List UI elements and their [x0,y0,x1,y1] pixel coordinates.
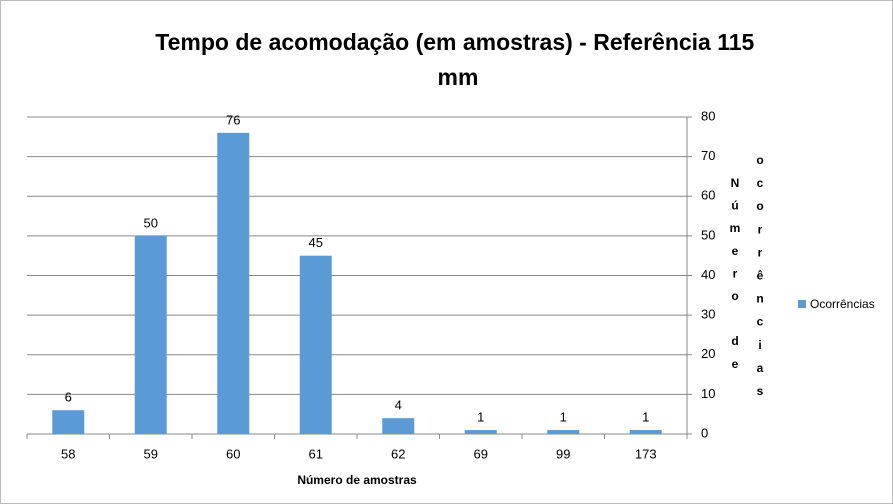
data-label: 1 [477,409,484,424]
legend-label: Ocorrências [810,297,875,311]
y-tick-label: 70 [701,148,715,163]
x-tick-label: 62 [391,446,405,461]
bar [217,132,250,434]
y-tick-label: 60 [701,188,715,203]
data-label: 45 [309,235,323,250]
bar [382,418,415,434]
x-tick-label: 60 [226,446,240,461]
y-tick-label: 30 [701,307,715,322]
y-tick-label: 40 [701,267,715,282]
y-tick-label: 20 [701,346,715,361]
data-label: 4 [395,398,402,413]
x-tick-label: 69 [474,446,488,461]
data-label: 76 [226,112,240,127]
y-tick-label: 10 [701,386,715,401]
x-tick-label: 173 [635,446,657,461]
x-axis-title: Número de amostras [297,473,417,487]
y-tick-label: 50 [701,227,715,242]
bar [547,430,580,434]
data-label: 50 [144,215,158,230]
x-tick-label: 58 [61,446,75,461]
data-label: 1 [560,409,567,424]
bar [134,235,167,434]
y-tick-label: 0 [701,425,708,440]
chart-title: Tempo de acomodação (em amostras) - Refe… [155,29,760,90]
legend-swatch [798,300,806,308]
bar [52,410,85,434]
bar [629,430,662,434]
data-label: 6 [65,390,72,405]
x-tick-label: 59 [144,446,158,461]
y-tick-label: 80 [701,108,715,123]
data-label: 1 [642,409,649,424]
x-tick-label: 61 [309,446,323,461]
x-tick-label: 99 [556,446,570,461]
bar [299,255,332,434]
bar [464,430,497,434]
